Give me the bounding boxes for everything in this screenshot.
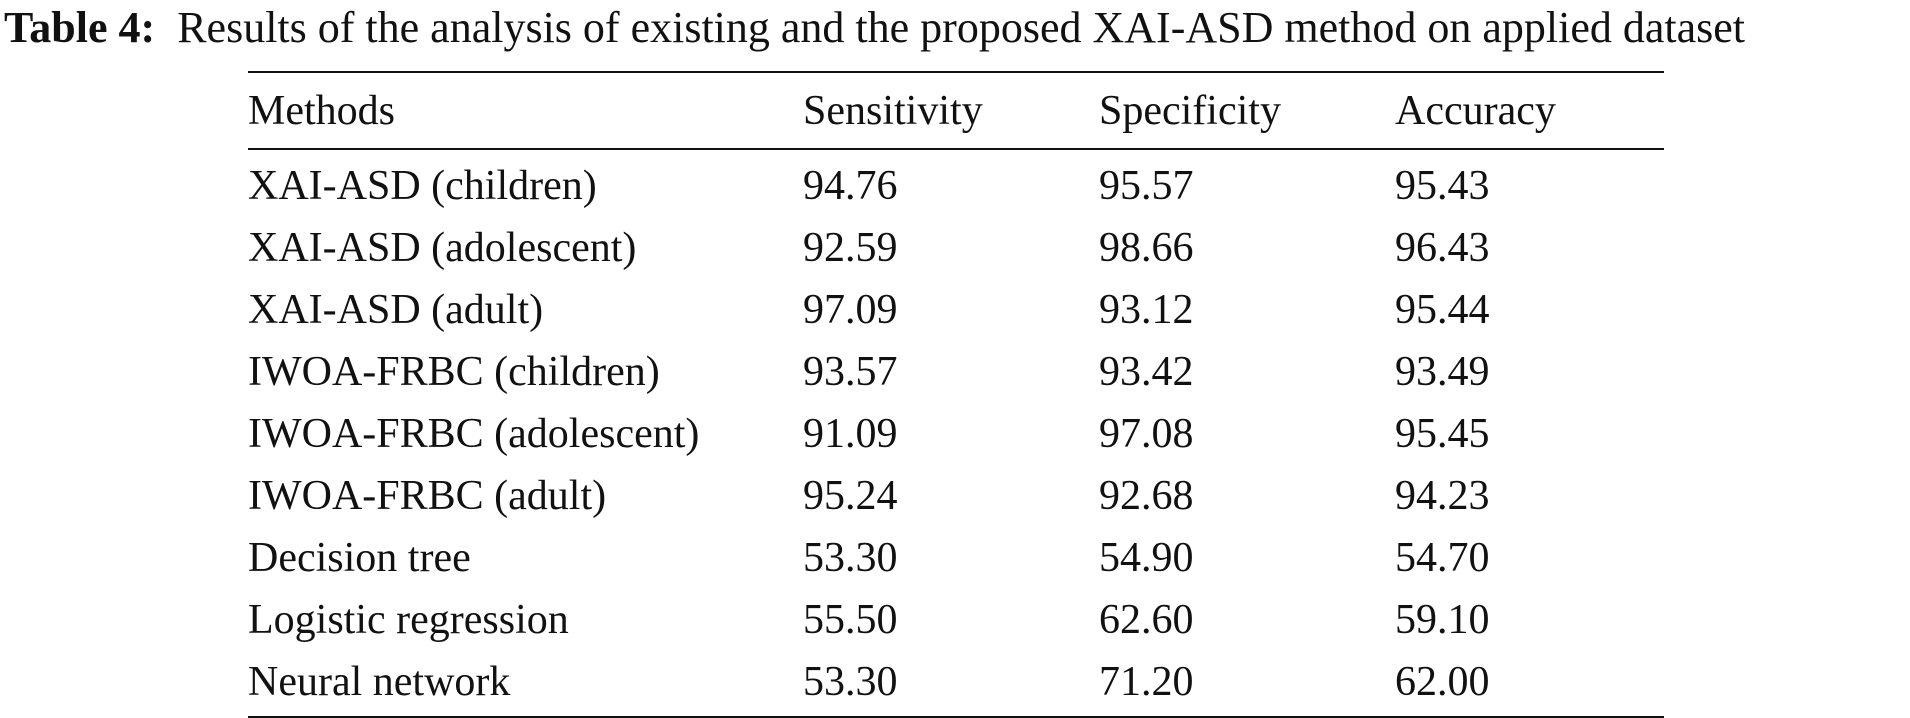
cell-accuracy: 95.44 (1395, 287, 1490, 333)
table-row: IWOA-FRBC (children) 93.57 93.42 93.49 (248, 341, 1664, 403)
cell-method: XAI-ASD (children) (248, 163, 597, 209)
cell-sensitivity: 95.24 (803, 473, 898, 519)
caption-text: Results of the analysis of existing and … (177, 3, 1746, 52)
cell-sensitivity: 53.30 (803, 659, 898, 705)
cell-sensitivity: 94.76 (803, 163, 898, 209)
table-row: IWOA-FRBC (adolescent) 91.09 97.08 95.45 (248, 403, 1664, 465)
table-row: Neural network 53.30 71.20 62.00 (248, 651, 1664, 713)
cell-sensitivity: 91.09 (803, 411, 898, 457)
cell-method: Neural network (248, 659, 511, 705)
cell-accuracy: 94.23 (1395, 473, 1490, 519)
results-table: Methods Sensitivity Specificity Accuracy… (248, 71, 1664, 718)
cell-accuracy: 59.10 (1395, 597, 1490, 643)
cell-accuracy: 95.43 (1395, 163, 1490, 209)
cell-specificity: 54.90 (1099, 535, 1194, 581)
header-methods: Methods (248, 87, 395, 134)
cell-method: IWOA-FRBC (adolescent) (248, 411, 700, 457)
cell-method: XAI-ASD (adolescent) (248, 225, 637, 271)
cell-sensitivity: 53.30 (803, 535, 898, 581)
header-specificity: Specificity (1099, 87, 1281, 134)
cell-specificity: 95.57 (1099, 163, 1194, 209)
header-accuracy: Accuracy (1395, 87, 1556, 134)
cell-specificity: 93.42 (1099, 349, 1194, 395)
cell-sensitivity: 93.57 (803, 349, 898, 395)
table-top-rule (248, 71, 1664, 73)
cell-accuracy: 96.43 (1395, 225, 1490, 271)
cell-accuracy: 62.00 (1395, 659, 1490, 705)
cell-accuracy: 95.45 (1395, 411, 1490, 457)
table-header-row: Methods Sensitivity Specificity Accuracy (248, 73, 1664, 148)
cell-specificity: 71.20 (1099, 659, 1194, 705)
table-row: Decision tree 53.30 54.90 54.70 (248, 527, 1664, 589)
table-header-rule (248, 148, 1664, 150)
cell-specificity: 98.66 (1099, 225, 1194, 271)
cell-specificity: 97.08 (1099, 411, 1194, 457)
cell-method: IWOA-FRBC (adult) (248, 473, 607, 519)
cell-sensitivity: 55.50 (803, 597, 898, 643)
cell-method: Decision tree (248, 535, 471, 581)
cell-method: IWOA-FRBC (children) (248, 349, 660, 395)
table-row: XAI-ASD (adolescent) 92.59 98.66 96.43 (248, 217, 1664, 279)
table-row: XAI-ASD (children) 94.76 95.57 95.43 (248, 155, 1664, 217)
cell-method: Logistic regression (248, 597, 569, 643)
header-sensitivity: Sensitivity (803, 87, 983, 134)
cell-sensitivity: 92.59 (803, 225, 898, 271)
cell-method: XAI-ASD (adult) (248, 287, 544, 333)
table-row: Logistic regression 55.50 62.60 59.10 (248, 589, 1664, 651)
cell-sensitivity: 97.09 (803, 287, 898, 333)
caption-label: Table 4: (4, 3, 156, 52)
table-caption: Table 4: Results of the analysis of exist… (4, 6, 1745, 50)
table-row: XAI-ASD (adult) 97.09 93.12 95.44 (248, 279, 1664, 341)
cell-accuracy: 54.70 (1395, 535, 1490, 581)
cell-specificity: 92.68 (1099, 473, 1194, 519)
cell-accuracy: 93.49 (1395, 349, 1490, 395)
table-row: IWOA-FRBC (adult) 95.24 92.68 94.23 (248, 465, 1664, 527)
cell-specificity: 93.12 (1099, 287, 1194, 333)
table-body: XAI-ASD (children) 94.76 95.57 95.43 XAI… (248, 150, 1664, 716)
cell-specificity: 62.60 (1099, 597, 1194, 643)
